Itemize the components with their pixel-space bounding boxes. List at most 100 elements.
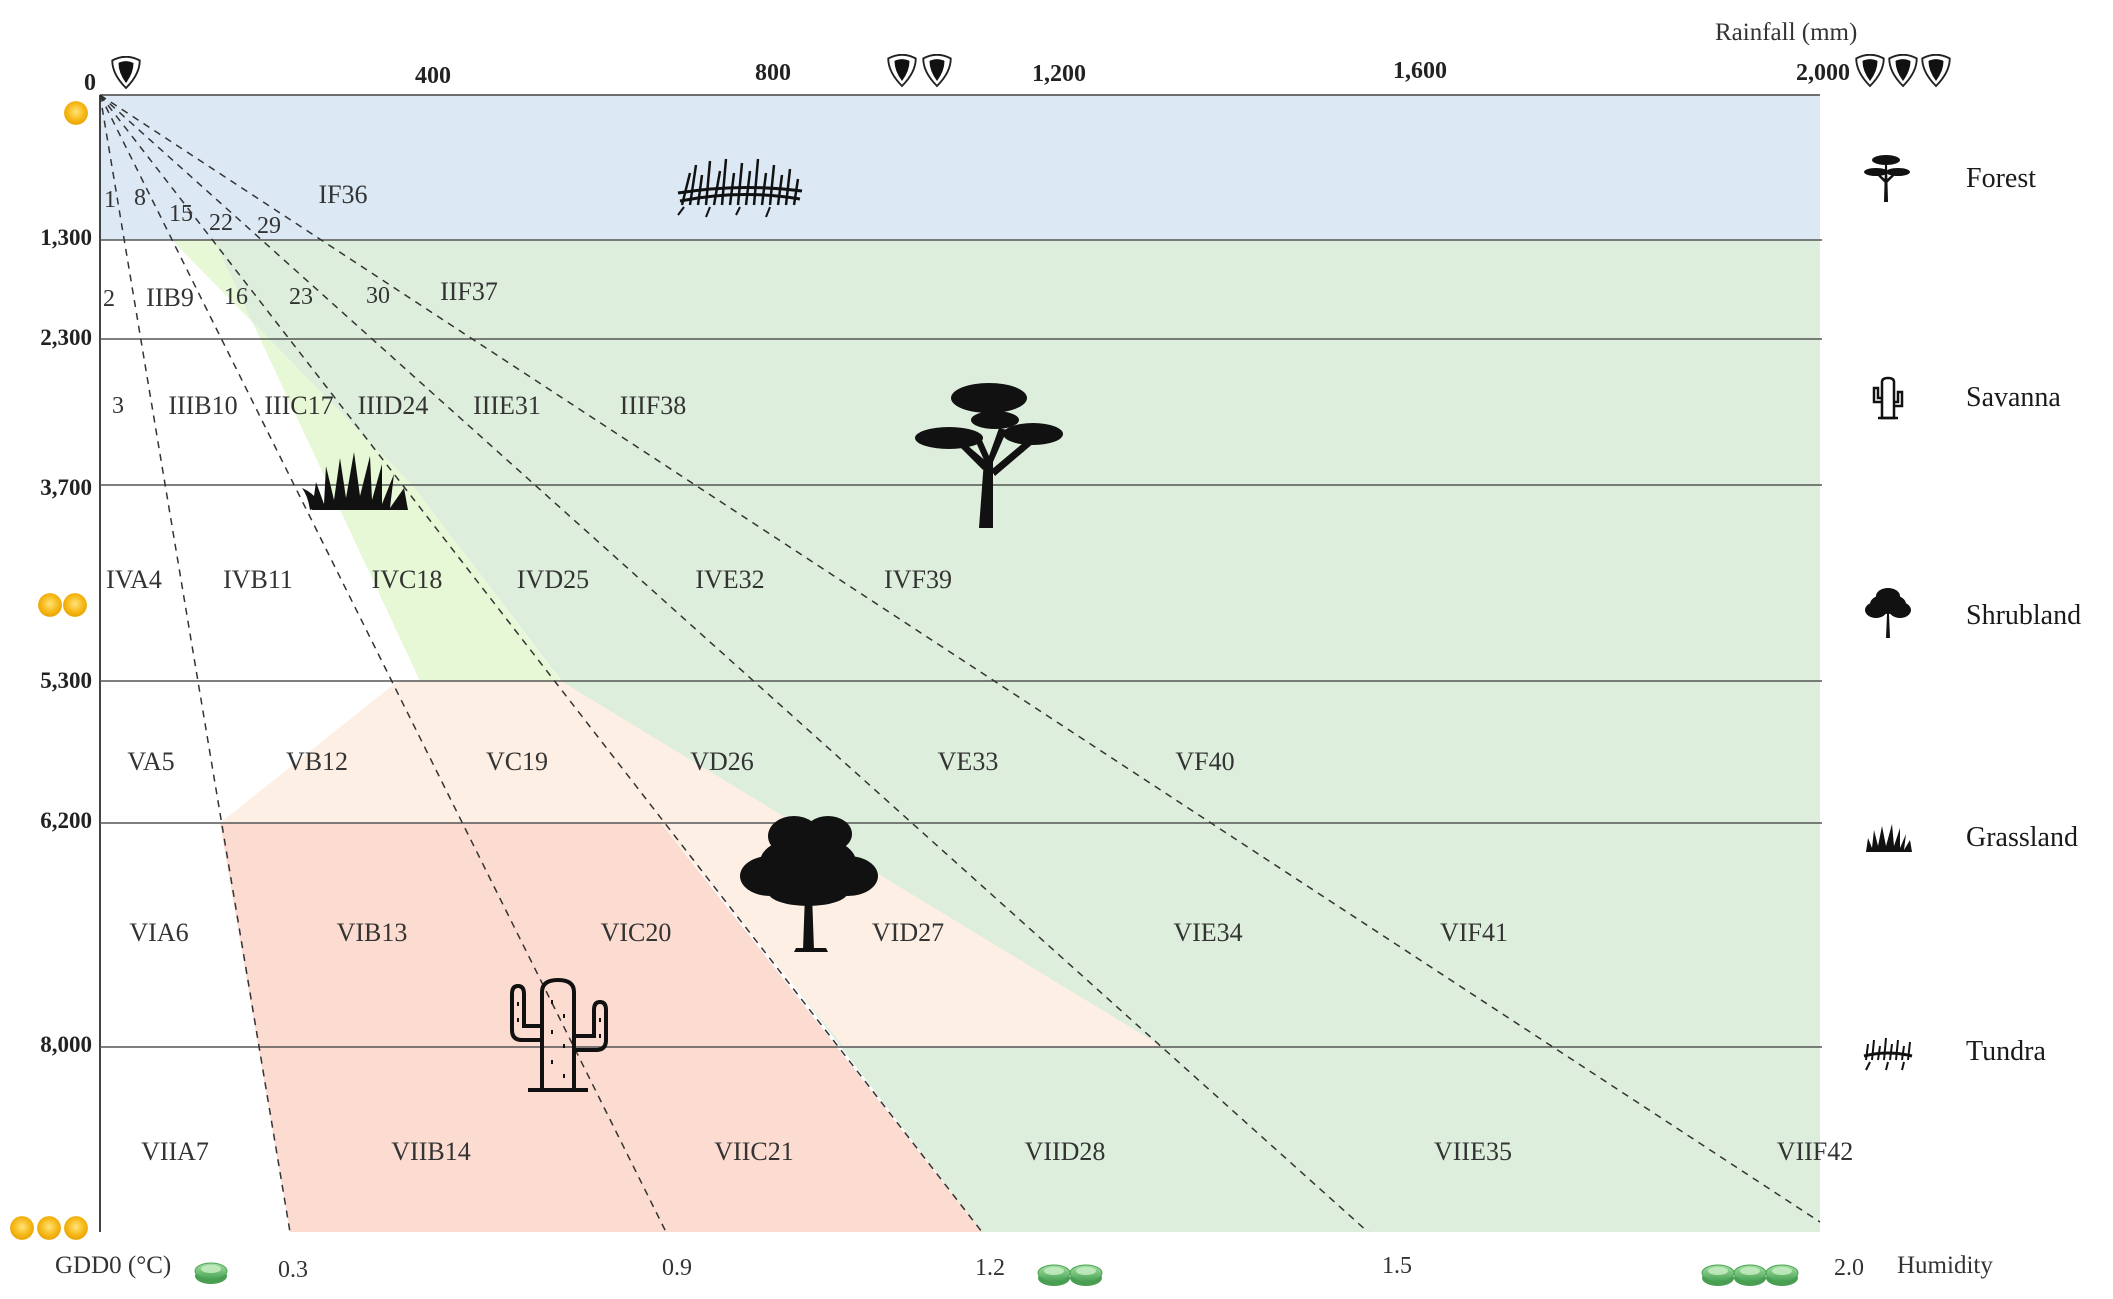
legend-label: Grassland — [1966, 822, 2078, 853]
rain-drop-icon — [1855, 54, 1885, 87]
ray-number: 29 — [257, 213, 281, 239]
sun-icon — [64, 101, 88, 125]
humidity-axis-title: Humidity — [1897, 1252, 1993, 1279]
gdd-tick: 2,300 — [40, 325, 92, 350]
zone-label: VIIE35 — [1434, 1137, 1512, 1166]
zone-label: VIID28 — [1025, 1137, 1106, 1166]
humidity-ray-0.9 — [99, 94, 667, 1233]
sun-icon — [37, 1216, 61, 1240]
sun-icon — [63, 593, 87, 617]
ray-number: 23 — [289, 284, 313, 310]
legend-label: Tundra — [1966, 1036, 2046, 1067]
zone-label: VIF41 — [1440, 918, 1508, 947]
rainfall-tick: 0 — [84, 70, 96, 96]
rain-drop-icon — [922, 54, 952, 87]
zone-label: VE33 — [938, 747, 999, 776]
zone-areas — [100, 95, 1820, 1232]
humidity-ray-2.0 — [99, 94, 1821, 1223]
ray-number: 2 — [103, 286, 115, 312]
acacia-tree-icon — [915, 383, 1063, 528]
shrub-tree-small-icon — [1865, 588, 1911, 638]
legend-item-forest: Forest — [1864, 155, 2036, 202]
humidity-ray-1.5 — [99, 94, 1369, 1233]
zone-label: VIA6 — [129, 918, 188, 947]
tundra-icon — [677, 158, 803, 218]
humidity-tick: 0.3 — [278, 1257, 308, 1283]
zone-label: IF36 — [318, 180, 367, 209]
rain-drop-icon — [1888, 54, 1918, 87]
gdd-tick: 3,700 — [40, 475, 92, 500]
sun-icon — [10, 1216, 34, 1240]
zone-label: IIIB10 — [168, 391, 237, 420]
zone-label: VF40 — [1175, 747, 1234, 776]
zone-label: VD26 — [690, 747, 754, 776]
legend-item-shrubland: Shrubland — [1865, 588, 2081, 638]
humidity-icon — [194, 1262, 228, 1284]
humidity-tick: 2.0 — [1834, 1255, 1864, 1281]
gdd-tick: 5,300 — [40, 668, 92, 693]
zone-label: IVE32 — [695, 565, 764, 594]
gdd-tick: 8,000 — [40, 1032, 92, 1057]
zone-label: VIC20 — [601, 918, 672, 947]
desert-area — [220, 823, 982, 1232]
zone-label: IIIE31 — [473, 391, 541, 420]
rain-drop-icon — [111, 56, 141, 89]
rainfall-tick: 1,200 — [1032, 61, 1086, 87]
zone-label: VIIC21 — [714, 1137, 793, 1166]
zone-label: IIIC17 — [264, 391, 333, 420]
ray-number: 15 — [169, 201, 193, 227]
ray-number: 1 — [104, 187, 116, 213]
ray-number: 8 — [134, 185, 146, 211]
legend-label: Savanna — [1966, 382, 2061, 413]
gdd-tick: 6,200 — [40, 808, 92, 833]
zone-label: VIIB14 — [391, 1137, 470, 1166]
zone-label: VIE34 — [1173, 918, 1242, 947]
humidity-icon — [1037, 1264, 1071, 1286]
rainfall-tick: 1,600 — [1393, 58, 1447, 84]
rainfall-tick: 800 — [755, 60, 791, 86]
zone-label: IIIF38 — [620, 391, 686, 420]
forest-icon — [1864, 155, 1910, 202]
zone-label: VC19 — [486, 747, 548, 776]
rain-drop-icon — [1921, 54, 1951, 87]
humidity-ray-0.3 — [99, 94, 291, 1233]
gdd-tick: 1,300 — [40, 225, 92, 250]
ray-number: 16 — [224, 284, 248, 310]
grass-small-icon — [1866, 824, 1912, 852]
savanna-area — [172, 240, 1820, 1232]
legend-item-grassland: Grassland — [1866, 822, 2078, 853]
cactus-icon — [510, 977, 608, 1092]
rainfall-tick: 400 — [415, 63, 451, 89]
rainfall-axis-title: Rainfall (mm) — [1715, 19, 1857, 46]
zone-label: IVC18 — [372, 565, 443, 594]
sun-icon — [64, 1216, 88, 1240]
grassland-area — [172, 240, 561, 681]
shrubland-area — [220, 681, 1163, 1047]
sun-icon — [38, 593, 62, 617]
tundra-small-icon — [1863, 1037, 1913, 1071]
humidity-icon — [1069, 1264, 1103, 1286]
cactus-small-icon — [1872, 376, 1904, 420]
legend-item-tundra: Tundra — [1863, 1036, 2046, 1071]
legend-label: Shrubland — [1966, 600, 2081, 631]
rain-drop-icon — [887, 54, 917, 87]
rainfall-tick: 2,000 — [1796, 60, 1850, 86]
humidity-tick: 1.2 — [975, 1255, 1005, 1281]
ray-number: 22 — [209, 210, 233, 236]
humidity-tick: 1.5 — [1382, 1253, 1412, 1279]
humidity-icon — [1733, 1264, 1767, 1286]
zone-label: IIB9 — [146, 283, 194, 312]
legend-item-savanna: Savanna — [1872, 376, 2061, 420]
humidity-rays — [99, 94, 1821, 1233]
humidity-tick: 0.9 — [662, 1255, 692, 1281]
ray-number: 30 — [366, 283, 390, 309]
humidity-ray-1.2 — [99, 94, 983, 1233]
forest-area — [100, 95, 1820, 240]
zone-label: IVD25 — [517, 565, 589, 594]
zone-label: VA5 — [127, 747, 174, 776]
zone-label: VIIA7 — [141, 1137, 209, 1166]
zone-label: IVA4 — [106, 565, 162, 594]
zone-label: VID27 — [872, 918, 944, 947]
zone-label: VB12 — [286, 747, 348, 776]
zone-label: IVB11 — [223, 565, 293, 594]
